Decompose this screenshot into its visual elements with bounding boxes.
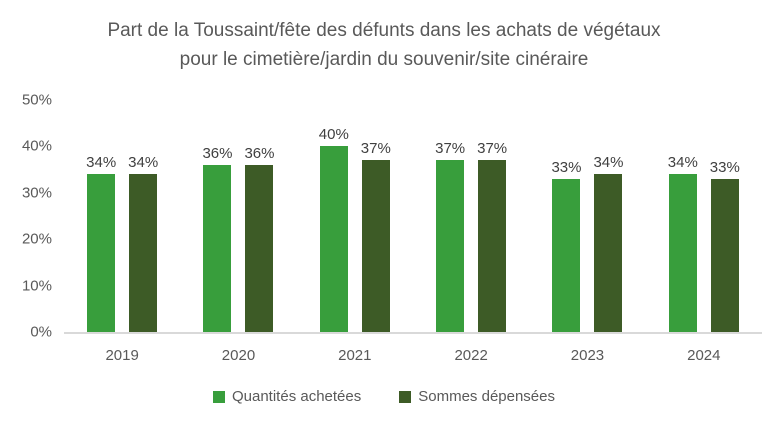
x-axis: 2019 2020 2021 2022 2023 2024 (64, 347, 762, 364)
bar-value-sommes-depensees-2023: 34% (593, 154, 624, 172)
legend-swatch-quantites-achetees (212, 390, 225, 403)
bar-value-quantites-achetees-2019: 34% (86, 154, 117, 172)
bar-group-2023: 33% 34% (529, 100, 645, 332)
bar-value-sommes-depensees-2021: 37% (360, 140, 391, 158)
x-tick-label-2024: 2024 (687, 347, 721, 364)
bar-value-quantites-achetees-2022: 37% (435, 140, 466, 158)
bar-sommes-depensees-2024: 33% (710, 159, 740, 332)
bar-quantites-achetees-2022: 37% (435, 140, 465, 332)
bar-group-2022: 37% 37% (413, 100, 529, 332)
y-tick-label-20: 20% (21, 230, 52, 248)
y-tick-label-40: 40% (21, 137, 52, 155)
legend-label-sommes-depensees: Sommes dépensées (418, 388, 555, 405)
bar-quantites-achetees-2024: 34% (668, 154, 698, 332)
bar-sommes-depensees-2022: 37% (477, 140, 507, 332)
bar-sommes-depensees-2020: 36% (244, 145, 275, 332)
legend-item-sommes-depensees: Sommes dépensées (399, 388, 555, 405)
bar-value-sommes-depensees-2019: 34% (128, 154, 159, 172)
bar-sommes-depensees-2019: 34% (128, 154, 158, 332)
legend-item-quantites-achetees: Quantités achetées (212, 388, 362, 405)
bar-quantites-achetees-2023: 33% (551, 159, 581, 332)
y-tick-label-0: 0% (30, 323, 52, 341)
bar-value-sommes-depensees-2020: 36% (244, 144, 275, 162)
y-tick-label-30: 30% (21, 184, 52, 202)
y-tick-label-50: 50% (21, 91, 52, 109)
x-tick-label-2019: 2019 (105, 347, 139, 364)
bar-sommes-depensees-2021: 37% (361, 140, 391, 332)
plot-area: 34% 34% 36% 36% 40% 37% 37% 37% 33% 34% 34% 33% (64, 100, 762, 334)
x-tick-label-2022: 2022 (454, 347, 488, 364)
legend: Quantités achetées Sommes dépensées (0, 388, 768, 405)
bar-value-quantites-achetees-2024: 34% (667, 154, 698, 172)
x-tick-label-2020: 2020 (221, 347, 256, 364)
bar-group-2019: 34% 34% (64, 100, 180, 332)
y-axis: 0% 10% 20% 30% 40% 50% (0, 92, 52, 341)
x-tick-label-2023: 2023 (570, 347, 605, 364)
bar-value-quantites-achetees-2021: 40% (318, 126, 349, 144)
bar-group-2020: 36% 36% (180, 100, 296, 332)
bar-value-quantites-achetees-2023: 33% (551, 158, 582, 176)
y-tick-label-10: 10% (21, 277, 52, 295)
legend-swatch-sommes-depensees (399, 390, 412, 403)
bar-value-sommes-depensees-2024: 33% (709, 158, 740, 176)
x-tick-label-2021: 2021 (338, 347, 372, 364)
bar-value-sommes-depensees-2022: 37% (477, 140, 508, 158)
bar-value-quantites-achetees-2020: 36% (202, 144, 233, 162)
bar-sommes-depensees-2023: 34% (593, 154, 623, 332)
legend-label-quantites-achetees: Quantités achetées (231, 388, 362, 405)
chart-title: Part de la Toussaint/fête des défunts da… (107, 20, 661, 70)
bar-quantites-achetees-2020: 36% (202, 145, 233, 332)
bar-quantites-achetees-2021: 40% (319, 126, 349, 332)
bar-group-2024: 34% 33% (646, 100, 762, 332)
bar-group-2021: 40% 37% (297, 100, 413, 332)
bar-quantites-achetees-2019: 34% (86, 154, 116, 332)
